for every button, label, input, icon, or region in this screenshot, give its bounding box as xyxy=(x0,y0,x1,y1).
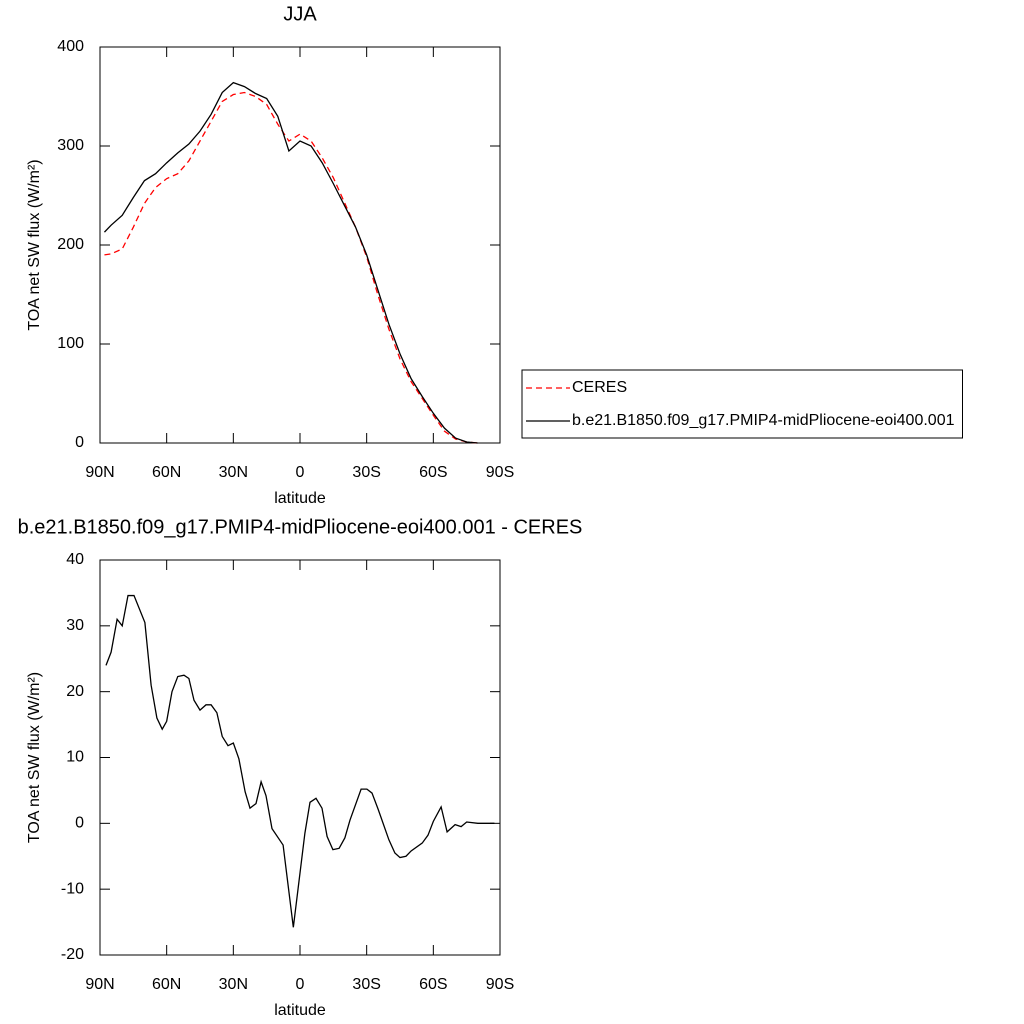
y-axis-label: TOA net SW flux (W/m²) xyxy=(26,672,43,843)
y-tick-label: 200 xyxy=(57,236,84,253)
chart-title: b.e21.B1850.f09_g17.PMIP4-midPliocene-eo… xyxy=(18,516,583,538)
plot-frame xyxy=(99,46,501,444)
y-tick-label: -10 xyxy=(61,880,84,897)
x-tick-label: 60N xyxy=(152,976,181,993)
x-tick-label: 0 xyxy=(296,976,305,993)
x-tick-label: 60S xyxy=(419,976,447,993)
y-tick-label: 40 xyxy=(66,551,84,568)
legend: CERES b.e21.B1850.f09_g17.PMIP4-midPlioce… xyxy=(521,369,963,439)
y-tick-label: -20 xyxy=(61,946,84,963)
x-tick-label: 90S xyxy=(486,464,514,481)
plot-frame xyxy=(99,559,501,956)
x-tick-label: 30S xyxy=(352,976,380,993)
y-tick-label: 20 xyxy=(66,683,84,700)
data-line xyxy=(105,594,495,928)
y-tick-label: 0 xyxy=(75,434,84,451)
y-tick-label: 100 xyxy=(57,335,84,352)
x-tick-label: 30S xyxy=(352,464,380,481)
legend-label: CERES xyxy=(572,379,627,396)
y-tick-label: 300 xyxy=(57,137,84,154)
y-tick-label: 0 xyxy=(75,815,84,832)
data-line xyxy=(104,91,478,444)
data-line xyxy=(103,81,478,444)
x-axis-label: latitude xyxy=(274,1002,326,1019)
x-tick-label: 90S xyxy=(486,976,514,993)
x-tick-label: 60S xyxy=(419,464,447,481)
y-tick-label: 30 xyxy=(66,617,84,634)
x-tick-label: 0 xyxy=(296,464,305,481)
x-axis-label: latitude xyxy=(274,490,326,507)
chart-title: JJA xyxy=(283,3,317,25)
x-tick-label: 90N xyxy=(85,464,114,481)
y-axis-label: TOA net SW flux (W/m²) xyxy=(26,159,43,330)
legend-frame xyxy=(521,369,963,439)
legend-label: b.e21.B1850.f09_g17.PMIP4-midPliocene-eo… xyxy=(572,412,955,429)
x-tick-label: 30N xyxy=(219,976,248,993)
x-tick-label: 90N xyxy=(85,976,114,993)
y-tick-label: 10 xyxy=(66,749,84,766)
x-tick-label: 30N xyxy=(219,464,248,481)
y-tick-label: 400 xyxy=(57,38,84,55)
x-tick-label: 60N xyxy=(152,464,181,481)
